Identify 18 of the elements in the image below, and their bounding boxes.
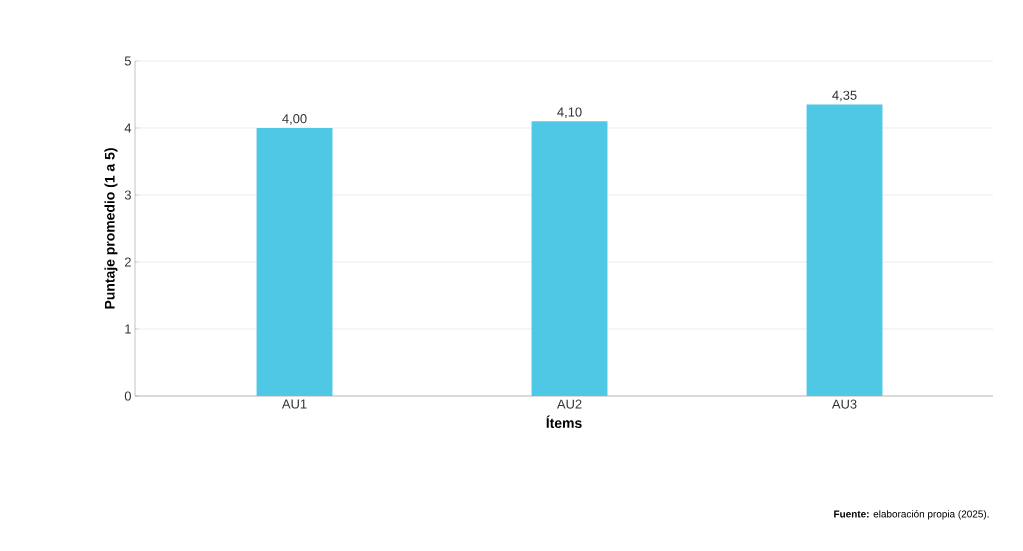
data-label: 4,10: [557, 107, 582, 119]
y-tick-label: 1: [125, 324, 131, 334]
bar: [531, 121, 608, 396]
bar: [806, 104, 883, 396]
bar: [256, 127, 333, 396]
y-tick-label: 3: [124, 190, 131, 200]
x-tick-label: AU1: [281, 399, 307, 409]
y-tick-label: 2: [124, 257, 131, 267]
text: Fuente: elaboración propia (2025).: [834, 510, 989, 520]
x-axis-title: Ítems: [546, 415, 582, 429]
x-tick-label: AU2: [556, 399, 582, 409]
data-label: 4,00: [282, 114, 307, 125]
x-tick-label: AU3: [831, 399, 857, 409]
y-tick-label: 0: [124, 391, 131, 401]
y-axis-title: Puntaje promedio (1 a 5): [104, 148, 118, 309]
data-label: 4,35: [832, 90, 857, 102]
y-tick-label: 5: [124, 56, 131, 66]
y-tick-label: 4: [124, 123, 132, 133]
